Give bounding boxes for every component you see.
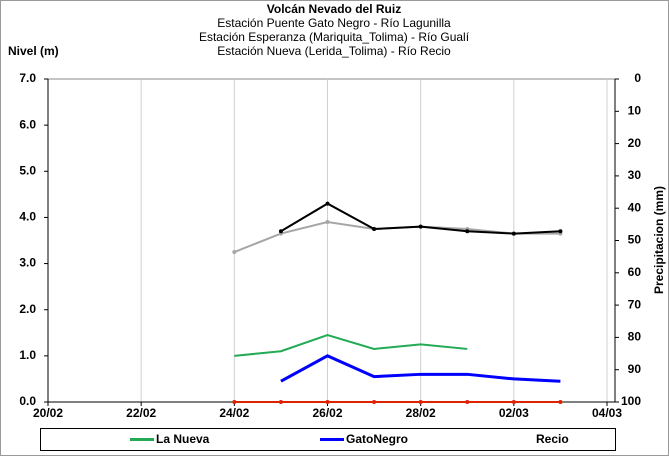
y-tick-label: 0.0 [19,394,36,408]
point [278,229,283,234]
y-tick-label: 3.0 [19,256,36,270]
point [465,400,470,404]
chart-subtitle: Estación Nueva (Lerida_Tolima) - Río Rec… [217,44,451,58]
y-tick-label: 5.0 [19,163,36,177]
series-line [280,354,561,383]
point [418,400,423,404]
y2-axis-label: Precipitacion (mm) [652,186,666,294]
point [558,229,563,234]
y2-tick-label: 70 [628,297,642,311]
y2-tick-label: 40 [628,200,642,214]
plot-area [47,78,616,403]
point [465,229,470,234]
point [232,400,237,404]
chart-subtitle: Estación Esperanza (Mariquita_Tolima) - … [199,30,470,44]
y2-tick-label: 100 [621,394,641,408]
chart-title: Volcán Nevado del Ruiz [267,2,401,16]
y-axis-label: Nivel (m) [8,44,59,58]
point [325,400,330,404]
legend-label: GatoNegro [346,432,408,446]
x-tick-label: 22/02 [126,406,156,420]
x-tick-label: 26/02 [312,406,342,420]
y2-tick-label: 10 [628,103,642,117]
point [511,400,516,404]
point [511,231,516,236]
y2-tick-label: 30 [628,168,642,182]
point [418,224,423,229]
x-tick-label: 04/03 [592,406,622,420]
y2-tick-label: 60 [628,265,642,279]
y2-tick-label: 20 [628,136,642,150]
x-tick-label: 28/02 [406,406,436,420]
point [325,201,330,206]
point [558,400,563,404]
x-tick-label: 20/02 [33,406,63,420]
y-tick-label: 4.0 [19,210,36,224]
y-tick-label: 7.0 [19,71,36,85]
point [278,400,283,404]
x-tick-label: 24/02 [219,406,249,420]
y-tick-label: 1.0 [19,348,36,362]
series-line [234,334,468,357]
y2-tick-label: 0 [634,71,641,85]
point [372,226,377,231]
y-tick-label: 2.0 [19,302,36,316]
y-tick-label: 6.0 [19,117,36,131]
legend-label: Recio [536,432,569,446]
chart-subtitle: Estación Puente Gato Negro - Río Lagunil… [217,16,451,30]
y2-tick-label: 80 [628,330,642,344]
point [325,220,330,225]
y2-tick-label: 90 [628,362,642,376]
point [232,250,237,255]
y2-tick-label: 50 [628,233,642,247]
x-tick-label: 02/03 [499,406,529,420]
point [372,400,377,404]
legend-label: La Nueva [156,432,210,446]
